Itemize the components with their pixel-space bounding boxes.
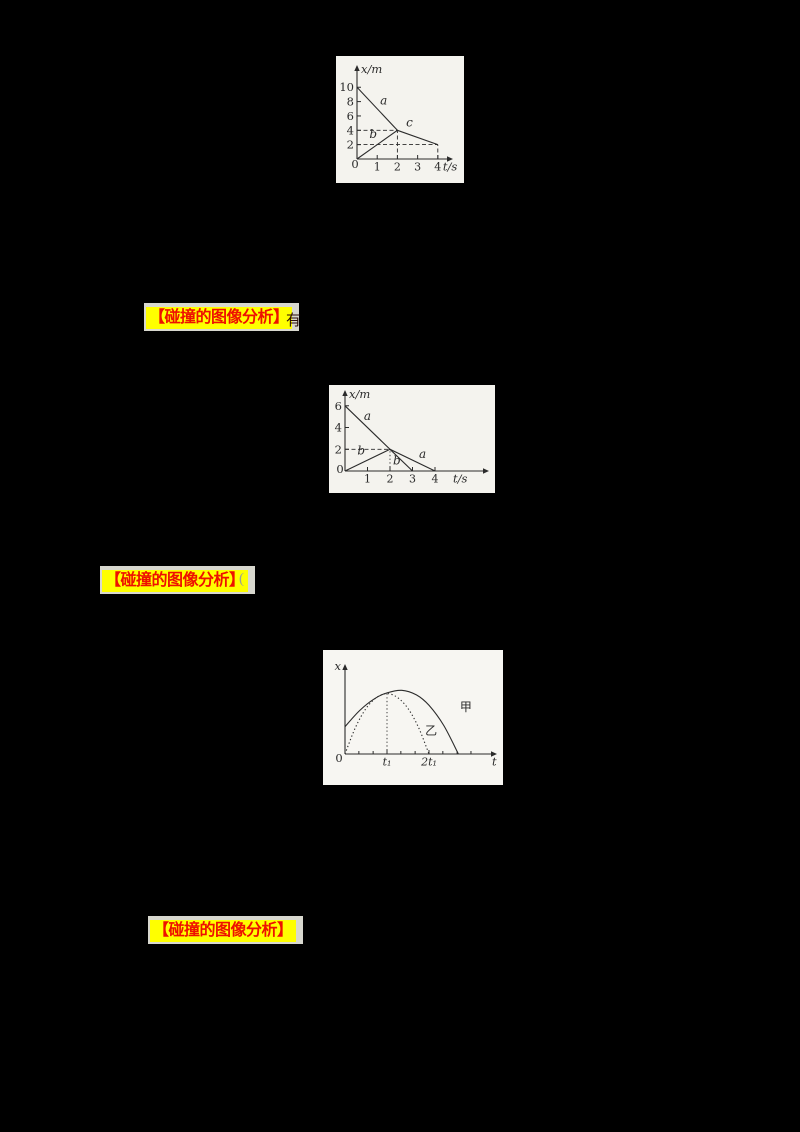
svg-text:b: b: [357, 444, 365, 458]
highlight-label-1-text: 【碰撞的图像分析】: [146, 307, 292, 329]
svg-text:2: 2: [387, 473, 394, 486]
svg-text:t/s: t/s: [443, 160, 457, 174]
svg-text:t/s: t/s: [453, 472, 467, 486]
svg-text:4: 4: [347, 123, 354, 137]
position-time-chart-2: 1 2 3 4 2 4 6 0 t/s x/m a a b b: [335, 387, 489, 486]
svg-text:x/m: x/m: [349, 387, 370, 401]
highlight-label-2: 【碰撞的图像分析】: [100, 566, 255, 594]
svg-text:0: 0: [335, 751, 342, 765]
svg-text:2: 2: [335, 442, 342, 456]
highlight-label-1: 【碰撞的图像分析】: [144, 303, 299, 331]
svg-text:a: a: [380, 94, 387, 108]
svg-text:1: 1: [364, 473, 371, 486]
svg-text:x/m: x/m: [361, 62, 382, 76]
svg-text:2t₁: 2t₁: [420, 756, 437, 769]
svg-text:6: 6: [335, 399, 342, 413]
svg-text:b: b: [393, 453, 401, 467]
svg-text:x: x: [335, 659, 342, 673]
highlight-label-2-trailing-text: (: [239, 571, 244, 587]
svg-text:a: a: [364, 409, 371, 423]
svg-text:2: 2: [347, 138, 354, 152]
figure-collision-graph-3: t₁ 2t₁ 0 t x 甲乙: [323, 650, 503, 785]
position-time-chart-3: t₁ 2t₁ 0 t x 甲乙: [335, 659, 497, 769]
svg-text:2: 2: [394, 161, 401, 174]
svg-text:甲: 甲: [460, 700, 472, 714]
svg-text:4: 4: [335, 421, 342, 435]
svg-text:3: 3: [414, 161, 421, 174]
svg-text:3: 3: [409, 473, 416, 486]
highlight-label-3-text: 【碰撞的图像分析】: [150, 920, 296, 942]
svg-text:4: 4: [432, 473, 439, 486]
svg-text:t: t: [492, 755, 497, 769]
figure-collision-graph-1: 1 2 3 4 2 4 6 8 10 0 t/s x/m a b c: [336, 56, 464, 183]
svg-text:10: 10: [339, 80, 354, 94]
svg-text:t₁: t₁: [383, 756, 392, 769]
highlight-label-2-text: 【碰撞的图像分析】: [102, 570, 248, 592]
svg-text:c: c: [406, 115, 413, 129]
svg-text:0: 0: [336, 462, 343, 476]
svg-text:乙: 乙: [425, 724, 437, 738]
svg-text:6: 6: [347, 109, 354, 123]
svg-text:b: b: [369, 127, 377, 141]
svg-text:a: a: [419, 447, 426, 461]
svg-text:0: 0: [351, 157, 358, 171]
svg-text:1: 1: [374, 161, 381, 174]
highlight-label-1-trailing-text: 有: [286, 313, 302, 329]
figure-collision-graph-2: 1 2 3 4 2 4 6 0 t/s x/m a a b b: [329, 385, 495, 493]
svg-text:4: 4: [434, 161, 441, 174]
highlight-label-3: 【碰撞的图像分析】: [148, 916, 303, 944]
svg-text:8: 8: [347, 95, 354, 109]
